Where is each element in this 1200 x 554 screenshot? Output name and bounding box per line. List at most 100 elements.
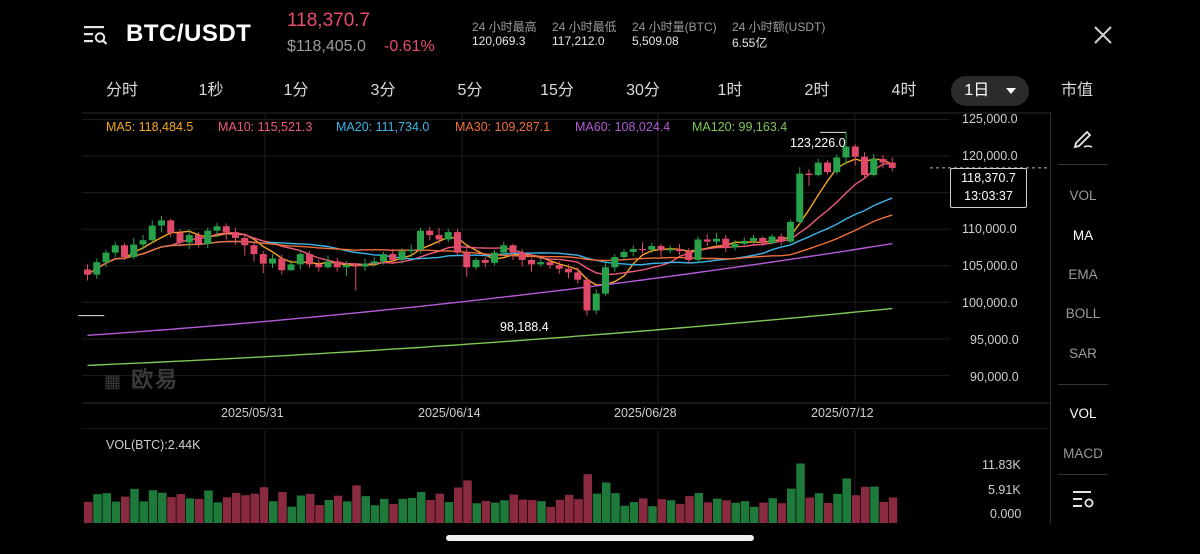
indicator-vol-main[interactable]: VOL xyxy=(1069,188,1097,203)
volume-bar xyxy=(352,485,361,523)
volume-bar xyxy=(509,494,518,523)
candle-body xyxy=(195,235,202,244)
volume-bar xyxy=(639,498,648,523)
ma10-legend: MA10: 115,521.3 xyxy=(218,120,313,134)
volume-bar xyxy=(139,501,148,523)
candle-body xyxy=(454,232,461,253)
volume-bar xyxy=(833,493,842,523)
home-indicator xyxy=(446,535,754,541)
list-search-icon[interactable] xyxy=(84,24,108,46)
volume-bar xyxy=(740,501,750,523)
candle-body xyxy=(602,267,609,294)
volume-bar xyxy=(500,500,509,523)
ma60-legend: MA60: 108,024.4 xyxy=(575,120,671,134)
tab-timeline[interactable]: 分时 xyxy=(105,82,138,99)
volume-bar xyxy=(204,490,213,523)
volume-bar xyxy=(93,494,102,523)
tab-5m[interactable]: 5分 xyxy=(457,82,483,99)
ma5-line xyxy=(87,158,893,286)
indicator-ma[interactable]: MA xyxy=(1072,228,1094,243)
stat-24h-high-label: 24 小时最高 xyxy=(472,20,537,34)
volume-axis-label: 0.000 xyxy=(990,507,1022,521)
candle-body xyxy=(287,264,295,271)
last-price: 118,370.7 xyxy=(287,10,371,31)
candle-body xyxy=(703,239,711,242)
pair-title[interactable]: BTC/USDT xyxy=(126,20,252,47)
volume-bar xyxy=(565,494,574,523)
volume-bar xyxy=(454,487,463,523)
pen-icon[interactable] xyxy=(1072,126,1096,150)
indicator-sar[interactable]: SAR xyxy=(1069,346,1097,361)
volume-bar xyxy=(398,498,407,523)
candle-body xyxy=(500,245,508,253)
volume-bar xyxy=(481,500,491,523)
stat-24h-low-value: 117,212.0 xyxy=(552,34,605,48)
volume-bar xyxy=(167,497,176,523)
settings-list-icon[interactable] xyxy=(1073,490,1095,510)
candle-body xyxy=(185,235,193,243)
high-annotation: 123,226.0 xyxy=(790,136,846,150)
volume-bar xyxy=(315,505,324,523)
volume-bar xyxy=(851,495,861,523)
candle-body xyxy=(472,259,480,268)
volume-bar xyxy=(111,501,121,523)
tab-market-cap[interactable]: 市值 xyxy=(1060,82,1093,99)
tab-2h[interactable]: 2时 xyxy=(804,82,830,99)
candle-body xyxy=(269,258,276,264)
volume-bar xyxy=(870,486,879,523)
price-axis-label: 110,000.0 xyxy=(962,222,1017,236)
tab-15m[interactable]: 15分 xyxy=(540,82,574,99)
ma60-line xyxy=(87,243,893,336)
tab-1d[interactable]: 1日 xyxy=(951,76,1029,106)
indicator-macd[interactable]: MACD xyxy=(1063,446,1103,461)
candle-body xyxy=(611,257,619,268)
volume-bar xyxy=(861,486,870,523)
candle-body xyxy=(879,158,887,163)
volume-bar xyxy=(879,501,888,523)
ma120-legend: MA120: 99,163.4 xyxy=(692,120,788,134)
candle-body xyxy=(750,237,757,241)
tab-1m[interactable]: 1分 xyxy=(283,82,309,99)
candle-body xyxy=(888,162,896,168)
volume-bar xyxy=(537,501,546,523)
candle-body xyxy=(213,226,221,231)
stat-24h-turnover-value: 6.55亿 xyxy=(732,36,768,50)
volume-bar xyxy=(611,493,620,523)
ma30-line xyxy=(87,214,893,276)
volume-chart[interactable] xyxy=(0,428,1050,526)
volume-bar xyxy=(370,505,380,523)
volume-bar xyxy=(185,498,195,523)
candle-body xyxy=(574,272,582,280)
close-icon[interactable] xyxy=(1092,24,1114,46)
candle-body xyxy=(296,254,304,265)
candlestick-chart[interactable] xyxy=(0,110,1050,425)
ma5-legend: MA5: 118,484.5 xyxy=(106,120,194,134)
tab-4h[interactable]: 4时 xyxy=(891,82,917,99)
volume-bar xyxy=(768,498,777,523)
candle-body xyxy=(833,157,841,173)
indicator-panel xyxy=(1050,112,1119,524)
indicator-vol-sub[interactable]: VOL xyxy=(1069,406,1097,421)
price-axis-label: 120,000.0 xyxy=(962,149,1018,163)
indicator-boll[interactable]: BOLL xyxy=(1065,306,1101,321)
volume-bar xyxy=(555,499,565,523)
date-axis-label: 2025/06/14 xyxy=(418,406,481,420)
candle-body xyxy=(139,240,147,245)
stat-24h-high-value: 120,069.3 xyxy=(472,34,526,48)
volume-bar xyxy=(306,493,315,523)
indicator-ema[interactable]: EMA xyxy=(1068,267,1098,282)
candle-body xyxy=(805,173,813,176)
ma120-line xyxy=(87,307,893,367)
low-annotation: 98,188.4 xyxy=(500,320,549,334)
candle-body xyxy=(713,238,720,242)
candle-body xyxy=(407,249,415,252)
candle-body xyxy=(555,265,563,269)
candle-body xyxy=(481,259,489,263)
tab-30m[interactable]: 30分 xyxy=(626,82,660,99)
candle-body xyxy=(121,245,128,258)
tab-3m[interactable]: 3分 xyxy=(370,82,396,99)
tab-1s[interactable]: 1秒 xyxy=(198,82,224,99)
tab-1h[interactable]: 1时 xyxy=(717,82,743,99)
volume-bar xyxy=(472,503,481,523)
candle-body xyxy=(158,220,165,226)
